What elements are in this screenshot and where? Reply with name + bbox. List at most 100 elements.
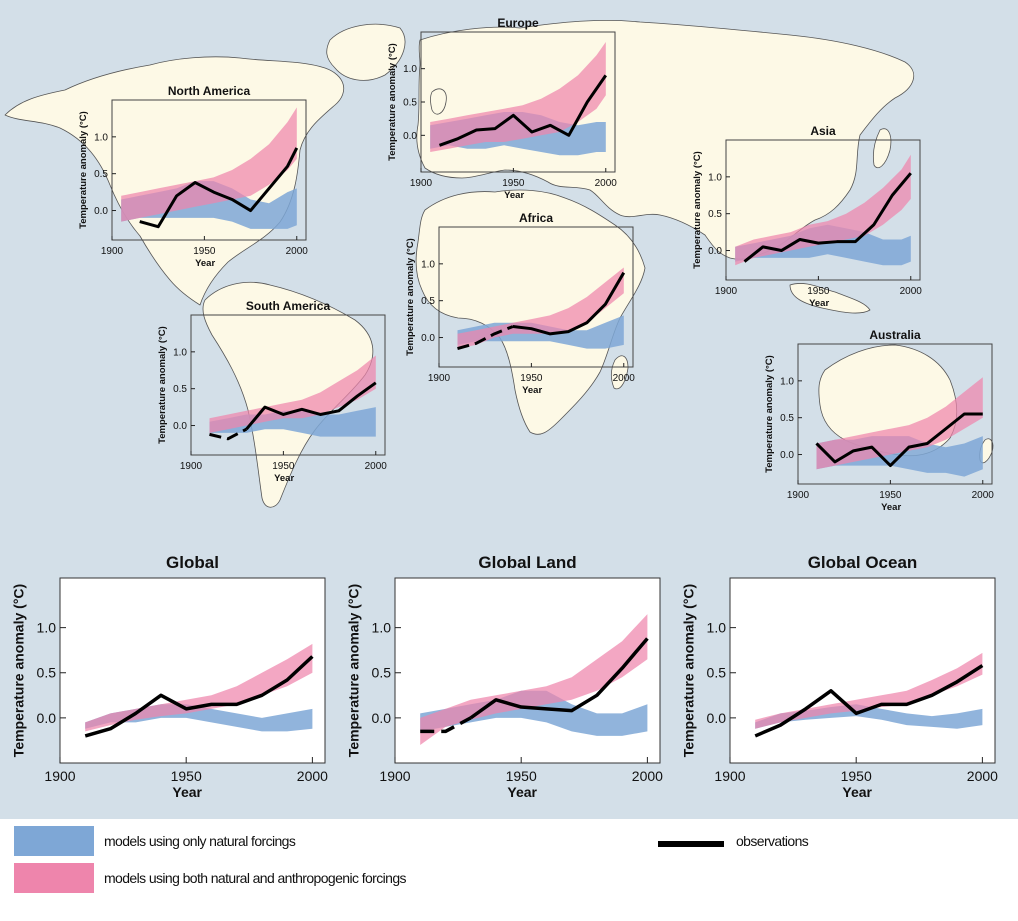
south-america-x-tick-label: 1900: [180, 461, 203, 472]
global-land-y-tick-label: 0.5: [372, 665, 392, 681]
global-land-y-tick-label: 1.0: [372, 620, 392, 636]
global-x-tick-label: 2000: [297, 768, 328, 784]
global-y-axis-label: Temperature anomaly (°C): [11, 584, 27, 757]
africa-x-tick-label: 1950: [520, 373, 543, 384]
global-ocean-x-tick-label: 1900: [714, 768, 745, 784]
south-america-title: South America: [246, 299, 331, 313]
global-land-y-axis-label: Temperature anomaly (°C): [346, 584, 362, 757]
north-america-x-tick-label: 1950: [193, 246, 216, 257]
anthropogenic-forcings-label: models using both natural and anthropoge…: [104, 870, 407, 886]
world-map: [0, 0, 1018, 545]
australia-x-tick-label: 1950: [879, 490, 902, 501]
africa-observations-dashed-line: [457, 325, 514, 351]
north-america-y-tick-label: 1.0: [94, 132, 108, 143]
global-observations-line: [84, 655, 314, 738]
south-america-observations-line: [245, 381, 377, 431]
asia-chart: 0.0 0.5 1.0 1900 1950 2000 Asia Year Temperature…: [692, 124, 922, 309]
asia-x-tick-label: 1900: [715, 286, 738, 297]
south-america-y-tick-label: 0.5: [173, 384, 187, 395]
europe-title: Europe: [497, 16, 539, 30]
australia-anthropogenic-forcings-band: [816, 377, 983, 470]
asia-plot-frame: [725, 139, 921, 281]
global-plot-frame: [59, 577, 326, 764]
australia-x-axis-label: Year: [881, 502, 901, 513]
australia-x-tick-label: 2000: [972, 490, 995, 501]
south-america-observations-dashed-line: [209, 427, 248, 441]
europe-x-tick-label: 1900: [410, 178, 433, 189]
australia-y-axis-label: Temperature anomaly (°C): [764, 355, 775, 473]
australia-title: Australia: [869, 328, 921, 342]
global-ocean-y-axis-label: Temperature anomaly (°C): [681, 584, 697, 757]
global-land-plot-frame: [394, 577, 661, 764]
natural-forcings-label: models using only natural forcings: [104, 833, 296, 849]
australia-observations-line: [815, 412, 983, 468]
global-land-y-tick-label: 0.0: [372, 710, 392, 726]
australia-y-tick-label: 0.0: [780, 450, 794, 461]
south-america-plot-frame: [190, 314, 386, 456]
asia-x-axis-label: Year: [809, 298, 829, 309]
global-land-observations-dashed-line: [420, 716, 472, 734]
japan-landmass: [872, 128, 892, 169]
africa-title: Africa: [519, 211, 553, 225]
global-ocean-y-tick-label: 0.5: [707, 665, 727, 681]
global-y-tick-label: 1.0: [37, 620, 57, 636]
global-land-title: Global Land: [478, 553, 576, 572]
global-ocean-title: Global Ocean: [808, 553, 918, 572]
africa-plot-frame: [438, 226, 634, 368]
north-america-plot-frame: [111, 99, 307, 241]
north-america-x-axis-label: Year: [195, 258, 215, 269]
asia-y-tick-label: 1.0: [708, 172, 722, 183]
north-america-y-tick-label: 0.5: [94, 169, 108, 180]
africa-x-tick-label: 1900: [428, 373, 451, 384]
africa-anthropogenic-forcings-band: [457, 267, 624, 349]
asia-y-tick-label: 0.0: [708, 246, 722, 257]
global-land-x-axis-label: Year: [507, 784, 537, 800]
asia-y-axis-label: Temperature anomaly (°C): [692, 151, 703, 269]
global-ocean-anthropogenic-forcings-band: [755, 652, 983, 729]
south-america-natural-forcings-band: [209, 407, 376, 437]
global-ocean-y-tick-label: 1.0: [707, 620, 727, 636]
global-chart: 0.0 0.5 1.0 1900 1950 2000 Global Year Temperatu…: [11, 553, 329, 800]
australia-plot-frame: [797, 343, 993, 485]
africa-y-tick-label: 0.5: [421, 296, 435, 307]
south-america-y-tick-label: 0.0: [173, 421, 187, 432]
africa-x-axis-label: Year: [522, 385, 542, 396]
europe-y-axis-label: Temperature anomaly (°C): [387, 43, 398, 161]
australia-x-tick-label: 1900: [787, 490, 810, 501]
australia-y-tick-label: 0.5: [780, 413, 794, 424]
europe-y-tick-label: 1.0: [403, 64, 417, 75]
africa-y-tick-label: 0.0: [421, 333, 435, 344]
africa-landmass: [415, 189, 646, 435]
global-x-axis-label: Year: [172, 784, 202, 800]
global-land-natural-forcings-band: [420, 690, 648, 736]
observations-label: observations: [736, 833, 809, 849]
asia-natural-forcings-band: [735, 224, 911, 266]
asia-x-tick-label: 1950: [807, 286, 830, 297]
global-ocean-x-tick-label: 2000: [967, 768, 998, 784]
south-america-landmass: [202, 281, 374, 508]
global-ocean-chart: 0.0 0.5 1.0 1900 1950 2000 Global Ocean Year Tem…: [681, 553, 999, 800]
south-america-y-axis-label: Temperature anomaly (°C): [157, 326, 168, 444]
africa-y-axis-label: Temperature anomaly (°C): [405, 238, 416, 356]
global-y-tick-label: 0.5: [37, 665, 57, 681]
europe-x-tick-label: 2000: [595, 178, 618, 189]
north-america-anthropogenic-forcings-band: [121, 107, 297, 222]
southeast-asia-islands: [789, 283, 871, 314]
south-america-x-tick-label: 1950: [272, 461, 295, 472]
europe-x-axis-label: Year: [504, 190, 524, 201]
anthropogenic-forcings-swatch: [14, 863, 94, 893]
global-ocean-plot-frame: [729, 577, 996, 764]
north-america-x-tick-label: 2000: [286, 246, 309, 257]
global-ocean-observations-line: [754, 664, 984, 738]
uk-landmass: [430, 88, 447, 115]
south-america-chart: 0.0 0.5 1.0 1900 1950 2000 South America Year Te…: [157, 299, 387, 484]
asia-y-tick-label: 0.5: [708, 209, 722, 220]
asia-anthropogenic-forcings-band: [735, 154, 911, 266]
asia-title: Asia: [810, 124, 836, 138]
africa-observations-line: [512, 271, 626, 336]
africa-x-tick-label: 2000: [613, 373, 636, 384]
australia-y-tick-label: 1.0: [780, 376, 794, 387]
north-america-observations-line: [139, 147, 299, 229]
global-land-observations-line: [469, 637, 649, 720]
